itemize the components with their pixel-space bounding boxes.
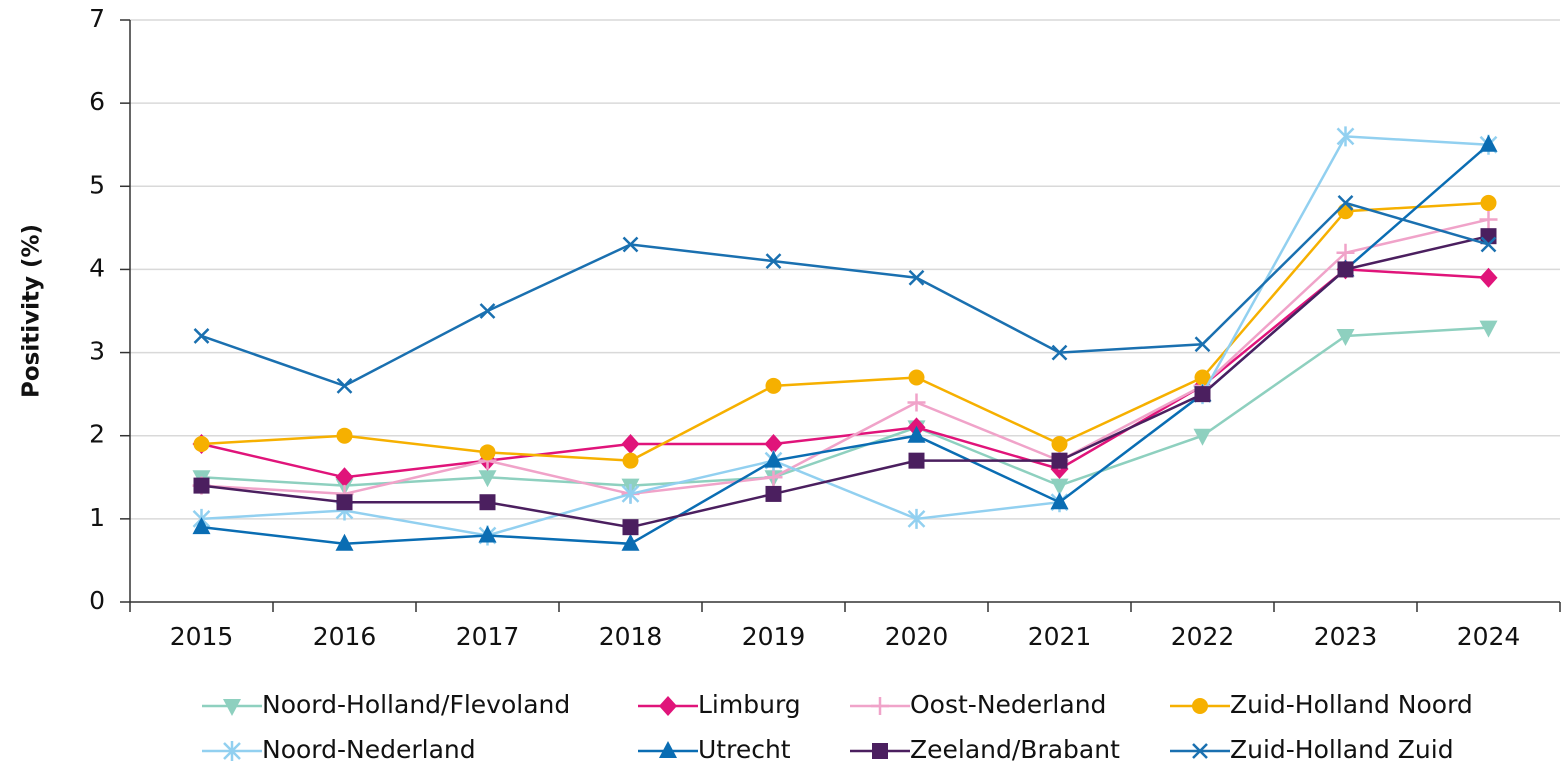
marker — [908, 452, 925, 469]
marker — [1336, 328, 1355, 346]
series-line — [201, 201, 1489, 462]
marker — [193, 477, 210, 494]
marker — [622, 519, 639, 536]
marker — [1336, 243, 1355, 262]
marker — [764, 434, 783, 455]
y-tick-label: 6 — [89, 87, 105, 116]
marker — [479, 303, 496, 319]
marker — [1479, 320, 1498, 338]
y-axis-label: Positivity (%) — [19, 224, 45, 398]
marker — [335, 533, 354, 551]
y-tick-label: 1 — [89, 503, 105, 532]
marker — [1479, 267, 1498, 288]
series-line — [201, 268, 1489, 479]
marker — [1479, 210, 1498, 229]
series-line — [201, 326, 1489, 487]
x-tick-label: 2020 — [885, 622, 949, 651]
legend-label: Zeeland/Brabant — [910, 735, 1120, 764]
marker — [336, 427, 353, 444]
marker — [1051, 344, 1068, 361]
marker — [335, 467, 354, 488]
legend-marker — [223, 741, 241, 761]
x-tick-label: 2018 — [599, 622, 663, 651]
legend-label: Zuid-Holland Noord — [1230, 690, 1473, 719]
legend-label: Zuid-Holland Zuid — [1230, 735, 1454, 764]
series-line — [201, 218, 1489, 496]
marker — [765, 253, 782, 269]
x-tick-label: 2016 — [313, 622, 377, 651]
legend-label: Oost-Nederland — [910, 690, 1106, 719]
marker — [479, 494, 496, 511]
marker — [1050, 478, 1069, 496]
marker — [1194, 369, 1211, 386]
marker — [1050, 492, 1069, 510]
marker — [1337, 261, 1354, 278]
series-line — [201, 234, 1489, 529]
marker — [622, 236, 639, 253]
y-tick-label: 4 — [89, 253, 105, 282]
marker — [907, 508, 926, 529]
x-tick-label: 2015 — [170, 622, 234, 651]
legend-marker — [871, 697, 889, 715]
x-tick-label: 2017 — [456, 622, 520, 651]
legend-label: Noord-Holland/Flevoland — [262, 690, 570, 719]
series-line — [201, 201, 1489, 388]
legend-marker — [223, 699, 241, 716]
marker — [1479, 134, 1498, 152]
marker — [1480, 194, 1497, 211]
marker — [478, 525, 497, 543]
marker — [193, 436, 210, 453]
marker — [1194, 386, 1211, 403]
marker — [622, 452, 639, 469]
y-tick-label: 0 — [89, 586, 105, 615]
marker — [1480, 236, 1497, 253]
y-tick-label: 2 — [89, 420, 105, 449]
marker — [1051, 452, 1068, 469]
legend-label: Utrecht — [698, 735, 791, 764]
marker — [907, 393, 926, 412]
marker — [193, 328, 210, 344]
marker — [907, 425, 926, 443]
legend-marker — [872, 743, 888, 759]
x-tick-label: 2019 — [742, 622, 806, 651]
marker — [765, 377, 782, 394]
x-tick-label: 2024 — [1457, 622, 1521, 651]
marker — [478, 470, 497, 488]
legend-marker — [1192, 743, 1208, 759]
y-tick-label: 5 — [89, 170, 105, 199]
y-tick-label: 7 — [89, 4, 105, 33]
marker — [1336, 126, 1355, 147]
marker — [621, 434, 640, 455]
marker — [1337, 195, 1354, 211]
y-tick-label: 3 — [89, 337, 105, 366]
marker — [1051, 436, 1068, 453]
x-tick-label: 2022 — [1171, 622, 1235, 651]
marker — [1194, 336, 1211, 353]
marker — [336, 377, 353, 394]
marker — [336, 494, 353, 511]
marker — [192, 517, 211, 535]
legend-marker — [659, 696, 677, 716]
marker — [621, 483, 640, 504]
marker — [479, 444, 496, 461]
legend-marker — [659, 741, 677, 758]
marker — [1193, 428, 1212, 446]
marker — [621, 533, 640, 551]
x-tick-label: 2023 — [1314, 622, 1378, 651]
legend-label: Limburg — [698, 690, 801, 719]
x-tick-label: 2021 — [1028, 622, 1092, 651]
marker — [764, 450, 783, 468]
legend-label: Noord-Nederland — [262, 735, 476, 764]
marker — [764, 468, 783, 487]
marker — [765, 485, 782, 502]
marker — [908, 369, 925, 386]
marker — [908, 269, 925, 286]
legend-marker — [1192, 698, 1208, 714]
series-line — [201, 135, 1489, 537]
